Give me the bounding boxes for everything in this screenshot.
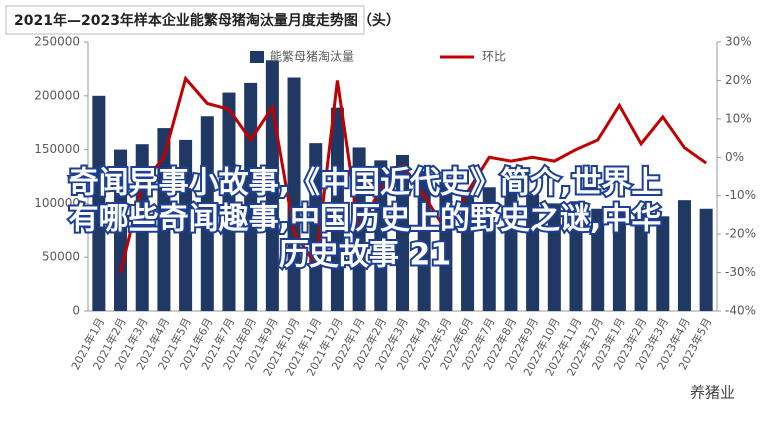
bar xyxy=(92,95,106,311)
y2-tick-label: -20% xyxy=(725,227,756,241)
y2-tick-label: 20% xyxy=(725,73,752,87)
overlay-text: 有哪些奇闻趣事,中国历史上的野史之谜,中华 xyxy=(69,202,662,237)
bar xyxy=(482,187,496,311)
bar xyxy=(114,149,128,311)
y2-tick-label: -10% xyxy=(725,188,756,202)
bar xyxy=(330,107,344,311)
bar xyxy=(699,208,713,311)
y2-tick-label: -40% xyxy=(725,304,756,318)
bar xyxy=(309,143,323,311)
bar xyxy=(677,200,691,311)
bar xyxy=(395,154,410,311)
line xyxy=(119,75,708,273)
bar xyxy=(591,208,605,311)
overlay-text: 奇闻异事小故事,《中国近代史》简介,世界上 xyxy=(69,166,662,201)
bar xyxy=(179,139,193,311)
bar xyxy=(135,144,149,311)
bar xyxy=(200,116,214,311)
y2-tick-label: 30% xyxy=(725,35,752,49)
y2-tick-label: -30% xyxy=(725,265,756,279)
y-tick-label: 250000 xyxy=(34,35,80,49)
bar xyxy=(504,190,518,311)
bar xyxy=(417,171,431,311)
legend-swatch xyxy=(250,51,264,63)
bar xyxy=(656,216,670,311)
bar xyxy=(287,77,301,312)
bar xyxy=(244,82,258,311)
y-tick-label: 50000 xyxy=(42,250,80,264)
bar xyxy=(547,203,561,311)
y-tick-label: 0 xyxy=(72,304,80,318)
bar xyxy=(569,201,583,311)
bar xyxy=(222,92,236,312)
legend-label: 能繁母猪淘汰量 xyxy=(270,49,354,64)
bar xyxy=(526,194,540,311)
y-tick-label: 100000 xyxy=(34,196,80,210)
watermark: 养猪业 xyxy=(690,384,735,402)
bar xyxy=(374,160,388,311)
y2-tick-label: 0% xyxy=(725,150,744,164)
y-tick-label: 150000 xyxy=(34,142,80,156)
bar xyxy=(612,206,626,311)
overlay-text: 历史故事 21 xyxy=(279,238,451,273)
bar xyxy=(157,128,171,311)
title-box xyxy=(5,5,365,35)
bar xyxy=(439,181,453,311)
y-tick-label: 200000 xyxy=(34,88,80,102)
bar xyxy=(461,192,475,311)
chart-title: 2021年—2023年样本企业能繁母猪淘汰量月度走势图（头） xyxy=(14,12,400,29)
y2-tick-label: 10% xyxy=(725,111,752,125)
legend-label: 环比 xyxy=(482,50,506,64)
bar xyxy=(634,212,648,311)
